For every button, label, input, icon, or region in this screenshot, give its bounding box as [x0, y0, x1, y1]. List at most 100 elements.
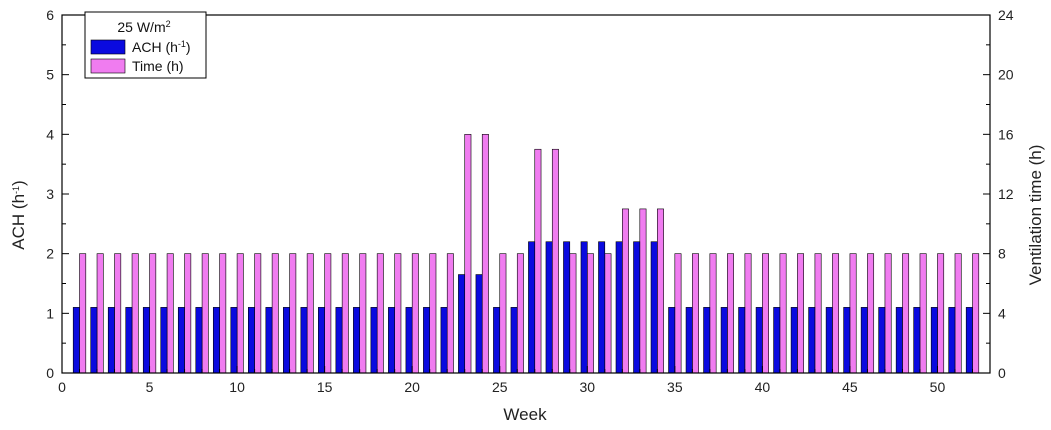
- time-bar-week-50: [937, 253, 945, 374]
- time-bar-week-31: [604, 253, 612, 374]
- right-tick-label: 0: [998, 365, 1006, 381]
- time-bar-week-48: [902, 253, 910, 374]
- ach-bar-week-29: [563, 241, 571, 374]
- ach-bar-week-38: [720, 307, 728, 374]
- ach-bar-week-4: [125, 307, 133, 374]
- time-bar-week-6: [166, 253, 174, 374]
- time-bar-week-51: [954, 253, 962, 374]
- right-y-ticks: 0 4 8 12 16 20 24: [983, 7, 1014, 381]
- time-bar-week-5: [149, 253, 157, 374]
- ach-bar-week-14: [300, 307, 308, 374]
- ach-bar-week-26: [510, 307, 518, 374]
- ach-bar-week-47: [878, 307, 886, 374]
- ach-bar-week-9: [212, 307, 220, 374]
- x-tick-label: 35: [667, 379, 683, 395]
- ach-bar-week-15: [318, 307, 325, 374]
- time-bar-week-23: [464, 134, 472, 374]
- time-bar-week-45: [849, 253, 857, 374]
- time-bar-week-41: [779, 253, 787, 374]
- x-tick-label: 15: [317, 379, 333, 395]
- ach-bar-week-12: [265, 307, 273, 374]
- ach-bar-week-10: [230, 307, 238, 374]
- legend-title: 25 W/m2: [117, 19, 170, 35]
- x-axis-title: Week: [503, 405, 547, 424]
- time-bar-week-11: [254, 253, 262, 374]
- time-bar-week-21: [429, 253, 437, 374]
- time-bar-week-10: [236, 253, 244, 374]
- ach-bar-week-25: [493, 307, 501, 374]
- ach-bar-week-34: [650, 241, 658, 374]
- time-bar-week-2: [96, 253, 104, 374]
- left-tick-label: 2: [46, 246, 54, 262]
- ach-bar-week-37: [703, 307, 711, 374]
- legend-label-ach: ACH (h-1): [132, 39, 191, 55]
- time-bar-week-26: [516, 253, 524, 374]
- time-bar-week-28: [551, 148, 559, 374]
- ach-bar-week-51: [948, 307, 956, 374]
- time-bar-week-17: [359, 253, 367, 374]
- ach-bar-week-24: [475, 274, 483, 374]
- x-tick-label: 45: [842, 379, 858, 395]
- ach-bars: [72, 241, 973, 374]
- ach-bar-week-35: [668, 307, 676, 374]
- time-bar-week-20: [411, 253, 419, 374]
- ach-bar-week-44: [825, 307, 833, 374]
- ach-bar-week-17: [353, 307, 360, 374]
- x-tick-label: 25: [492, 379, 508, 395]
- ach-bar-week-31: [598, 241, 606, 374]
- time-bar-week-30: [586, 253, 594, 374]
- left-tick-label: 3: [46, 186, 54, 202]
- ach-bar-week-28: [545, 241, 553, 374]
- time-bar-week-47: [884, 253, 892, 374]
- time-bar-week-34: [657, 208, 664, 374]
- ach-bar-week-40: [755, 307, 763, 374]
- ach-bar-week-8: [195, 307, 203, 374]
- ach-bar-week-16: [335, 307, 343, 374]
- ach-bar-week-13: [283, 307, 290, 374]
- time-bar-week-44: [832, 253, 840, 374]
- time-bar-week-38: [727, 253, 734, 374]
- time-bar-week-3: [114, 253, 122, 374]
- left-tick-label: 6: [46, 7, 54, 23]
- time-bar-week-33: [639, 208, 647, 374]
- x-tick-label: 20: [404, 379, 420, 395]
- time-bar-week-1: [79, 253, 87, 374]
- left-y-ticks: 0 1 2 3 4 5 6: [46, 7, 69, 381]
- ach-bar-week-36: [685, 307, 693, 374]
- time-bar-week-29: [569, 253, 577, 374]
- time-bar-week-4: [131, 253, 139, 374]
- ach-bar-week-48: [895, 307, 903, 374]
- x-tick-label: 40: [755, 379, 771, 395]
- legend-swatch-time: [90, 58, 126, 74]
- time-bar-week-16: [341, 253, 349, 374]
- time-bar-week-22: [446, 253, 454, 374]
- ach-bar-week-1: [72, 307, 80, 374]
- time-bar-week-42: [797, 253, 805, 374]
- ach-bar-week-19: [388, 307, 395, 374]
- legend-swatch-ach: [90, 39, 126, 55]
- ach-bar-week-18: [370, 307, 378, 374]
- time-bar-week-25: [499, 253, 507, 374]
- left-tick-label: 5: [46, 67, 54, 83]
- right-y-axis-title: Ventilation time (h): [1026, 145, 1045, 286]
- time-bar-week-32: [621, 208, 629, 374]
- time-bar-week-15: [324, 253, 332, 374]
- time-bar-week-39: [744, 253, 752, 374]
- x-tick-label: 50: [930, 379, 946, 395]
- x-tick-label: 10: [229, 379, 245, 395]
- time-bar-week-18: [376, 253, 384, 374]
- time-bar-week-40: [762, 253, 769, 374]
- right-tick-label: 4: [998, 305, 1006, 321]
- x-tick-label: 30: [579, 379, 595, 395]
- ach-bar-week-5: [142, 307, 150, 374]
- ach-bar-week-45: [843, 307, 851, 374]
- right-tick-label: 20: [998, 67, 1014, 83]
- time-bar-week-37: [709, 253, 717, 374]
- ach-bar-week-7: [177, 307, 185, 374]
- right-tick-label: 24: [998, 7, 1014, 23]
- time-bar-week-35: [674, 253, 682, 374]
- time-bar-week-52: [972, 253, 980, 374]
- ach-bar-week-3: [107, 307, 115, 374]
- left-tick-label: 4: [46, 126, 54, 142]
